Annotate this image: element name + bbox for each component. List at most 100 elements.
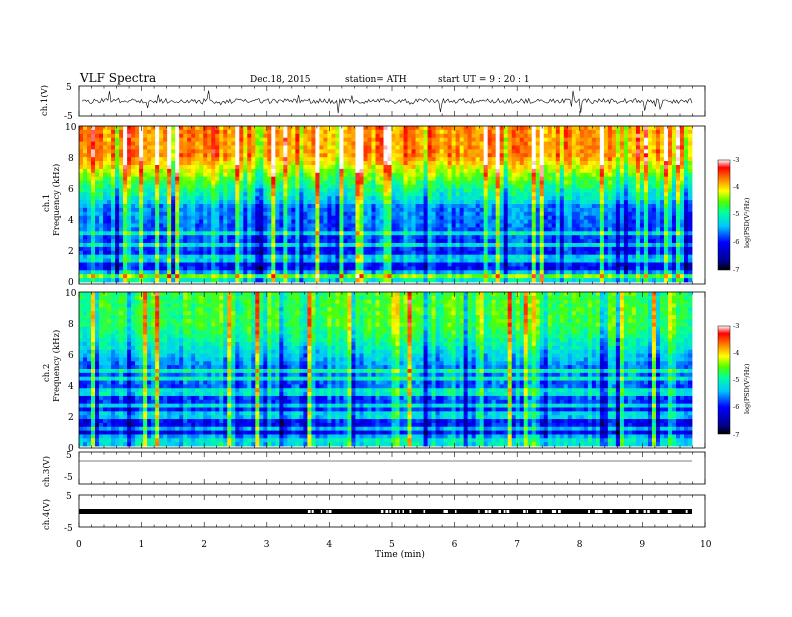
spectrogram-cell bbox=[123, 215, 128, 220]
spectrogram-cell bbox=[311, 243, 316, 248]
spectrogram-cell bbox=[443, 243, 448, 248]
spectrogram-cell bbox=[539, 176, 545, 181]
spectrogram-cell bbox=[379, 223, 384, 228]
spectrogram-cell bbox=[219, 157, 224, 162]
spectrogram-cell bbox=[147, 239, 152, 244]
spectrogram-cell bbox=[239, 200, 244, 205]
spectrogram-cell bbox=[487, 231, 493, 236]
spectrogram-cell bbox=[251, 126, 256, 131]
spectrogram-cell bbox=[115, 219, 120, 224]
spectrogram-cell bbox=[323, 126, 328, 131]
spectrogram-cell bbox=[571, 243, 577, 248]
spectrogram-cell bbox=[531, 129, 537, 135]
spectrogram-cell bbox=[251, 168, 256, 174]
spectrogram-cell bbox=[347, 168, 352, 174]
spectrogram-cell bbox=[623, 211, 629, 217]
spectrogram-cell bbox=[323, 204, 328, 209]
spectrogram-cell bbox=[395, 168, 400, 174]
spectrogram-cell bbox=[203, 133, 208, 139]
spectrogram-cell bbox=[451, 141, 457, 146]
spectrogram-cell bbox=[291, 246, 296, 252]
spectrogram-cell bbox=[379, 168, 384, 174]
spectrogram-cell bbox=[131, 188, 136, 193]
spectrogram-cell bbox=[411, 176, 416, 181]
spectrogram-cell bbox=[383, 157, 388, 162]
spectrogram-cell bbox=[111, 188, 116, 193]
spectrogram-cell bbox=[507, 180, 513, 185]
spectrogram-cell bbox=[663, 211, 669, 217]
spectrogram-cell bbox=[187, 153, 192, 158]
spectrogram-cell bbox=[175, 126, 180, 131]
spectrogram-cell bbox=[451, 215, 457, 220]
spectrogram-cell bbox=[371, 243, 376, 248]
spectrogram-cell bbox=[343, 168, 348, 174]
spectrogram-cell bbox=[491, 204, 497, 209]
spectrogram-cell bbox=[291, 161, 296, 166]
spectrogram-cell bbox=[119, 184, 124, 189]
spectrogram-cell bbox=[395, 196, 400, 201]
spectrogram-cell bbox=[439, 188, 444, 193]
spectrogram-cell bbox=[683, 180, 689, 185]
spectrogram-cell bbox=[455, 184, 461, 189]
spectrogram-cell bbox=[375, 153, 380, 158]
spectrogram-cell bbox=[467, 227, 473, 232]
spectrogram-cell bbox=[363, 211, 368, 217]
spectrogram-cell bbox=[311, 239, 316, 244]
spectrogram-cell bbox=[443, 188, 448, 193]
spectrogram-cell bbox=[215, 243, 220, 248]
spectrogram-cell bbox=[671, 188, 677, 193]
spectrogram-cell bbox=[475, 145, 481, 150]
spectrogram-cell bbox=[335, 250, 340, 256]
spectrogram-cell bbox=[391, 192, 396, 197]
spectrogram-cell bbox=[107, 137, 112, 142]
spectrogram-cell bbox=[371, 211, 376, 217]
spectrogram-cell bbox=[263, 145, 268, 150]
spectrogram-cell bbox=[487, 239, 493, 244]
spectrogram-cell bbox=[399, 246, 404, 252]
spectrogram-cell bbox=[331, 172, 336, 178]
spectrogram-cell bbox=[307, 157, 312, 162]
spectrogram-cell bbox=[187, 250, 192, 256]
spectrogram-cell bbox=[551, 192, 557, 197]
spectrogram-cell bbox=[347, 133, 352, 139]
spectrogram-cell bbox=[111, 223, 116, 228]
spectrogram-cell bbox=[375, 157, 380, 162]
spectrogram-cell bbox=[191, 126, 196, 131]
spectrogram-cell bbox=[195, 219, 200, 224]
spectrogram-cell bbox=[163, 188, 168, 193]
spectrogram-cell bbox=[359, 200, 364, 205]
spectrogram-cell bbox=[227, 246, 232, 252]
spectrogram-cell bbox=[607, 176, 613, 181]
spectrogram-cell bbox=[283, 129, 288, 135]
spectrogram-cell bbox=[255, 211, 260, 217]
spectrogram-cell bbox=[267, 235, 272, 240]
spectrogram-cell bbox=[679, 215, 685, 220]
spectrogram-cell bbox=[627, 172, 633, 178]
spectrogram-cell bbox=[311, 157, 316, 162]
spectrogram-cell bbox=[303, 137, 308, 142]
spectrogram-cell bbox=[259, 246, 264, 252]
spectrogram-cell bbox=[103, 176, 108, 181]
spectrogram-cell bbox=[327, 133, 332, 139]
spectrogram-cell bbox=[327, 149, 332, 154]
ch1-ytick-top: 5 bbox=[66, 83, 72, 93]
spectrogram-cell bbox=[335, 223, 340, 228]
spectrogram-cell bbox=[519, 180, 525, 185]
spectrogram-cell bbox=[523, 235, 529, 240]
spectrogram-cell bbox=[459, 200, 465, 205]
spectrogram-cell bbox=[287, 184, 292, 189]
spectrogram-cell bbox=[203, 161, 208, 166]
spectrogram-cell bbox=[103, 157, 108, 162]
spectrogram-cell bbox=[347, 129, 352, 135]
spectrogram-cell bbox=[471, 145, 477, 150]
spectrogram-cell bbox=[487, 168, 493, 174]
spectrogram-cell bbox=[347, 239, 352, 244]
spectrogram-cell bbox=[435, 207, 440, 213]
spectrogram-cell bbox=[667, 137, 673, 142]
spectrogram-cell bbox=[507, 153, 513, 158]
spectrogram-cell bbox=[143, 172, 148, 178]
spectrogram-cell bbox=[255, 215, 260, 220]
spectrogram-cell bbox=[271, 223, 276, 228]
spectrogram-cell bbox=[683, 141, 689, 146]
spectrogram-cell bbox=[239, 153, 244, 158]
